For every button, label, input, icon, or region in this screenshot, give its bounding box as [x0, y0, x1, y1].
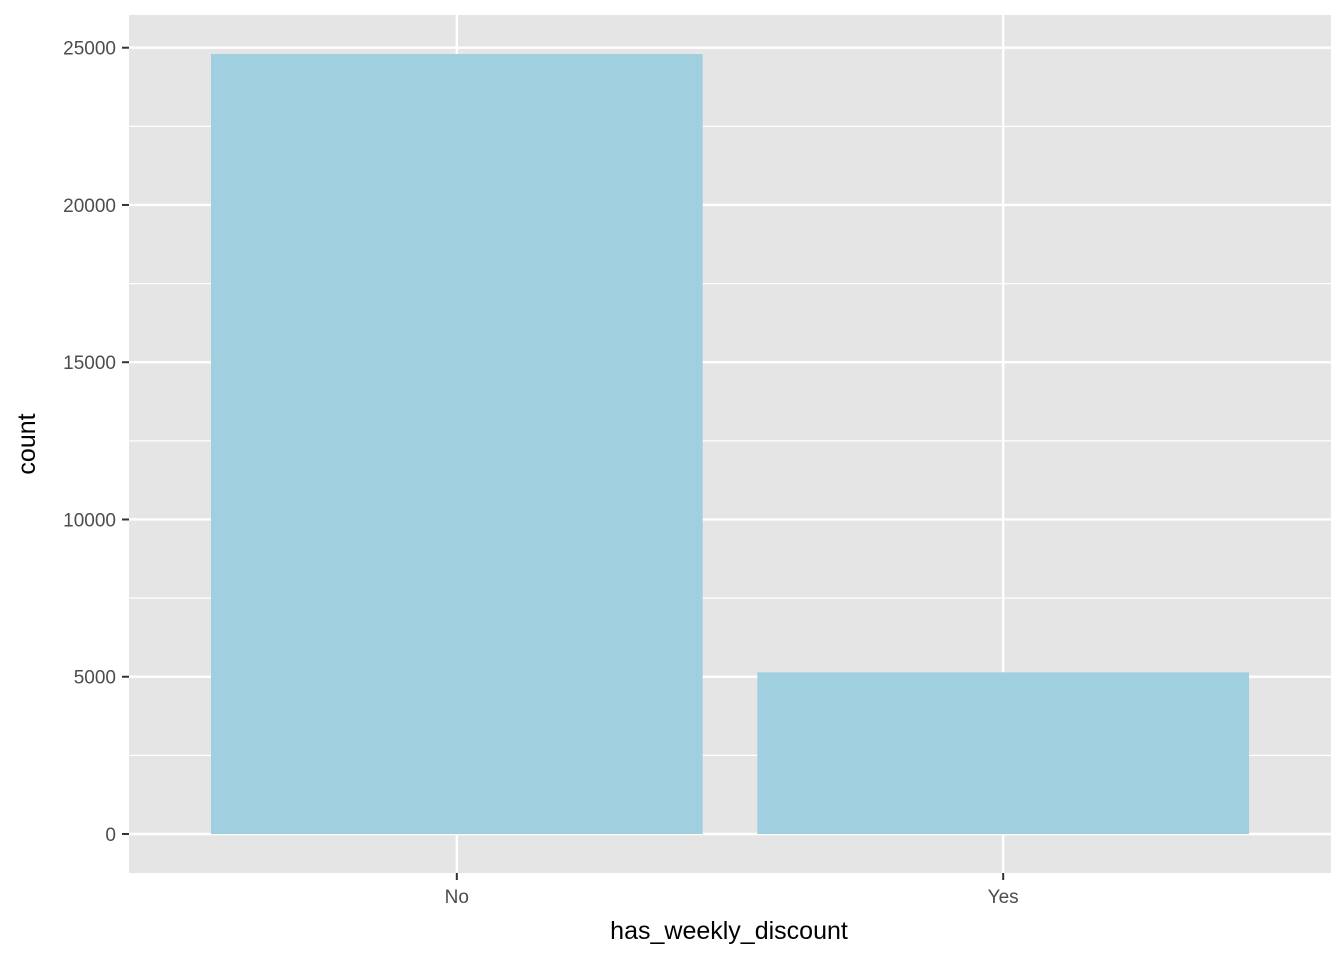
x-tick-label: No [445, 887, 469, 908]
x-tick-label: Yes [988, 887, 1019, 908]
y-tick-label: 0 [105, 825, 116, 846]
y-tick-label: 25000 [63, 39, 116, 60]
y-tick-label: 20000 [63, 196, 116, 217]
x-axis: No Yes [445, 873, 1019, 908]
y-tick-label: 10000 [63, 510, 116, 531]
bar-yes [757, 672, 1250, 834]
bars [210, 54, 1250, 834]
y-tick-label: 5000 [74, 668, 116, 689]
y-axis-title: count [13, 413, 41, 474]
bar-no [210, 54, 703, 834]
y-tick-label: 15000 [63, 353, 116, 374]
x-axis-title: has_weekly_discount [610, 917, 848, 945]
y-axis: 0 5000 10000 15000 20000 25000 [63, 39, 129, 846]
